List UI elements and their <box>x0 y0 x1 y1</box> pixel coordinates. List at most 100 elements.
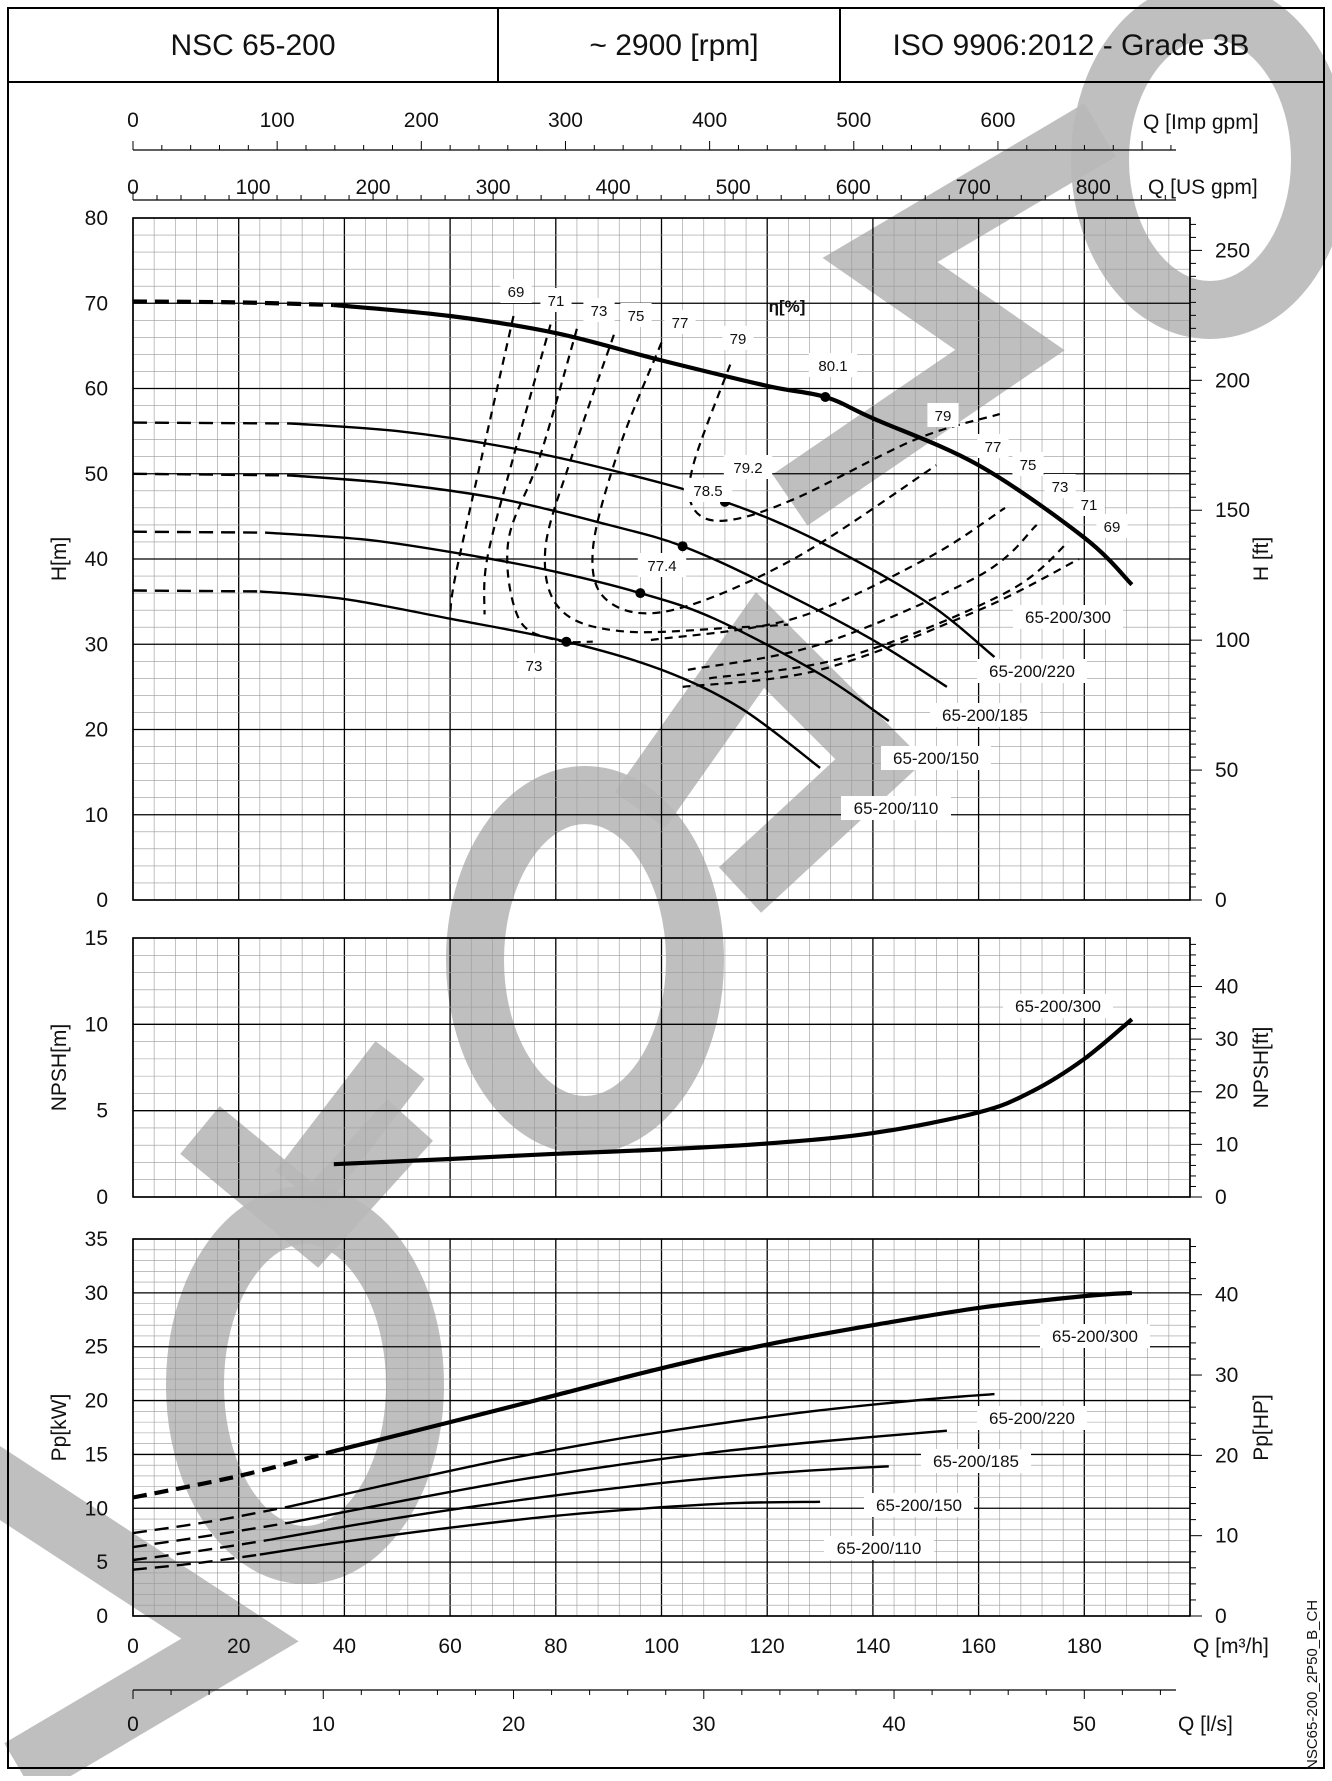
q-m3h-axis-title: Q [m³/h] <box>1193 1635 1269 1658</box>
power-curve-label-bg <box>921 1449 1031 1473</box>
npsh_m-axis-title: NPSH[m] <box>48 1024 71 1112</box>
h_m-tick-label: 70 <box>85 292 108 315</box>
efficiency-label-69-bg <box>500 279 532 303</box>
bep-eta-label-bg <box>518 653 550 677</box>
bep-eta-label: 79.2 <box>733 460 762 477</box>
power-curve-65-200-110 <box>259 1500 821 1556</box>
npsh-grid <box>132 937 1191 1198</box>
q_us-tick-label: 600 <box>836 176 871 199</box>
npsh-curve-label-bg <box>1003 994 1113 1018</box>
q_ls-tick-label: 50 <box>1073 1713 1096 1736</box>
efficiency-label-75: 75 <box>628 308 645 325</box>
efficiency-label-73: 73 <box>591 303 608 320</box>
q_us-tick-label: 0 <box>127 176 139 199</box>
head-plot-border <box>132 217 1191 901</box>
h_ft-tick-label: 0 <box>1215 889 1227 912</box>
power-curve-label-bg <box>977 1406 1087 1430</box>
q_imp-tick-label: 400 <box>692 109 727 132</box>
efficiency-label-right-79: 79 <box>935 408 952 425</box>
q-m3h-tick-label: 140 <box>855 1635 890 1658</box>
efficiency-label-77-bg <box>664 310 696 334</box>
efficiency-label-right-79-bg <box>927 403 959 427</box>
power-curve-label-bg <box>824 1536 934 1560</box>
head-curve-label: 65-200/220 <box>989 662 1075 681</box>
q_imp-tick-label: 600 <box>980 109 1015 132</box>
q_imp-tick-label: 200 <box>404 109 439 132</box>
power-plot-border <box>132 1238 1191 1617</box>
power-curve-65-200-220 <box>291 1392 995 1508</box>
pp_hp-tick-label: 0 <box>1215 1605 1227 1628</box>
power-curve-65-200-150-extrapolated <box>132 1539 266 1562</box>
bep-eta-label: 78.5 <box>693 483 722 500</box>
power-curve-65-200-110-extrapolated <box>132 1553 260 1571</box>
head-curve-65-200-110-extrapolated <box>132 589 260 593</box>
head-curve-label-bg <box>881 746 991 770</box>
efficiency-label-69: 69 <box>508 284 525 301</box>
npsh_m-tick-label: 0 <box>96 1186 108 1209</box>
q_ls-tick-label: 40 <box>882 1713 905 1736</box>
watermark-letter-m-right <box>772 103 1116 526</box>
npsh_ft-tick-label: 0 <box>1215 1186 1227 1209</box>
efficiency-contours <box>449 315 1080 688</box>
power-curve-65-200-185 <box>291 1429 948 1524</box>
power-curve-label-bg <box>864 1493 974 1517</box>
q-m3h-tick-label: 40 <box>333 1635 356 1658</box>
q-ls-axis-title: Q [l/s] <box>1178 1713 1233 1736</box>
pp_kw-tick-label: 30 <box>85 1282 108 1305</box>
head-curve-65-200-185-extrapolated <box>132 472 292 477</box>
q_us-tick-label: 500 <box>716 176 751 199</box>
bep-eta-label-bg <box>723 455 773 479</box>
q_imp-tick-label: 0 <box>127 109 139 132</box>
efficiency-label-right-71: 71 <box>1081 497 1098 514</box>
q_us-tick-label: 300 <box>476 176 511 199</box>
power-curve-label: 65-200/150 <box>876 1496 962 1515</box>
q_imp-axis: 0 100 200 300 400 500 600 Q [Imp gpm] <box>127 109 1259 151</box>
pp_kw-tick-label: 25 <box>85 1336 108 1359</box>
head-curve-label-bg <box>930 703 1040 727</box>
npsh_ft-axis-title: NPSH[ft] <box>1250 1027 1273 1109</box>
speed-label: ~ 2900 [rpm] <box>589 29 758 62</box>
h_m-tick-label: 50 <box>85 463 108 486</box>
pp_kw-tick-label: 0 <box>96 1605 108 1628</box>
h_m-tick-label: 30 <box>85 633 108 656</box>
efficiency-label-right-77: 77 <box>985 439 1002 456</box>
power-curve-65-200-300-extrapolated <box>132 1449 335 1500</box>
head-curve-label-bg <box>977 659 1087 683</box>
standard-label: ISO 9906:2012 - Grade 3B <box>893 29 1250 62</box>
efficiency-contour-69 <box>682 558 1080 688</box>
h_ft-tick-label: 100 <box>1215 629 1250 652</box>
watermark-letter-o-middle <box>446 766 724 1154</box>
npsh_ft-tick-label: 10 <box>1215 1133 1238 1156</box>
efficiency-label-right-71-bg <box>1073 492 1105 516</box>
watermark-letter-o-top <box>1071 0 1332 339</box>
q_us-tick-label: 200 <box>356 176 391 199</box>
efficiency-label-right-75: 75 <box>1020 457 1037 474</box>
npsh_ft-axis: 0 10 20 30 40 NPSH[ft] <box>1190 943 1273 1209</box>
watermark-letter-m-left <box>0 1446 299 1781</box>
head-curve-label: 65-200/300 <box>1025 608 1111 627</box>
q-m3h-tick-label: 100 <box>644 1635 679 1658</box>
pp_hp-tick-label: 30 <box>1215 1364 1238 1387</box>
q-m3h-tick-label: 180 <box>1067 1635 1102 1658</box>
efficiency-label-right-75-bg <box>1012 452 1044 476</box>
power-curve-label: 65-200/185 <box>933 1452 1019 1471</box>
q_us-tick-label: 800 <box>1076 176 1111 199</box>
q_us-tick-label: 100 <box>236 176 271 199</box>
q_imp-tick-label: 100 <box>260 109 295 132</box>
q-m3h-tick-label: 60 <box>438 1635 461 1658</box>
bep-eta-label-bg <box>683 478 733 502</box>
bep-eta-label-bg <box>637 553 687 577</box>
q_ls-tick-label: 30 <box>692 1713 715 1736</box>
h_m-tick-label: 80 <box>85 207 108 230</box>
outer-border <box>7 7 1325 1769</box>
q-m3h-tick-label: 20 <box>227 1635 250 1658</box>
efficiency-label-right-77-bg <box>977 434 1009 458</box>
head-grid <box>132 217 1191 901</box>
h_m-tick-label: 20 <box>85 719 108 742</box>
watermark-letter-r <box>614 592 925 913</box>
power-curve-label-bg <box>1040 1324 1150 1348</box>
head-curve-65-200-185 <box>291 474 948 688</box>
bep-point <box>677 541 688 552</box>
